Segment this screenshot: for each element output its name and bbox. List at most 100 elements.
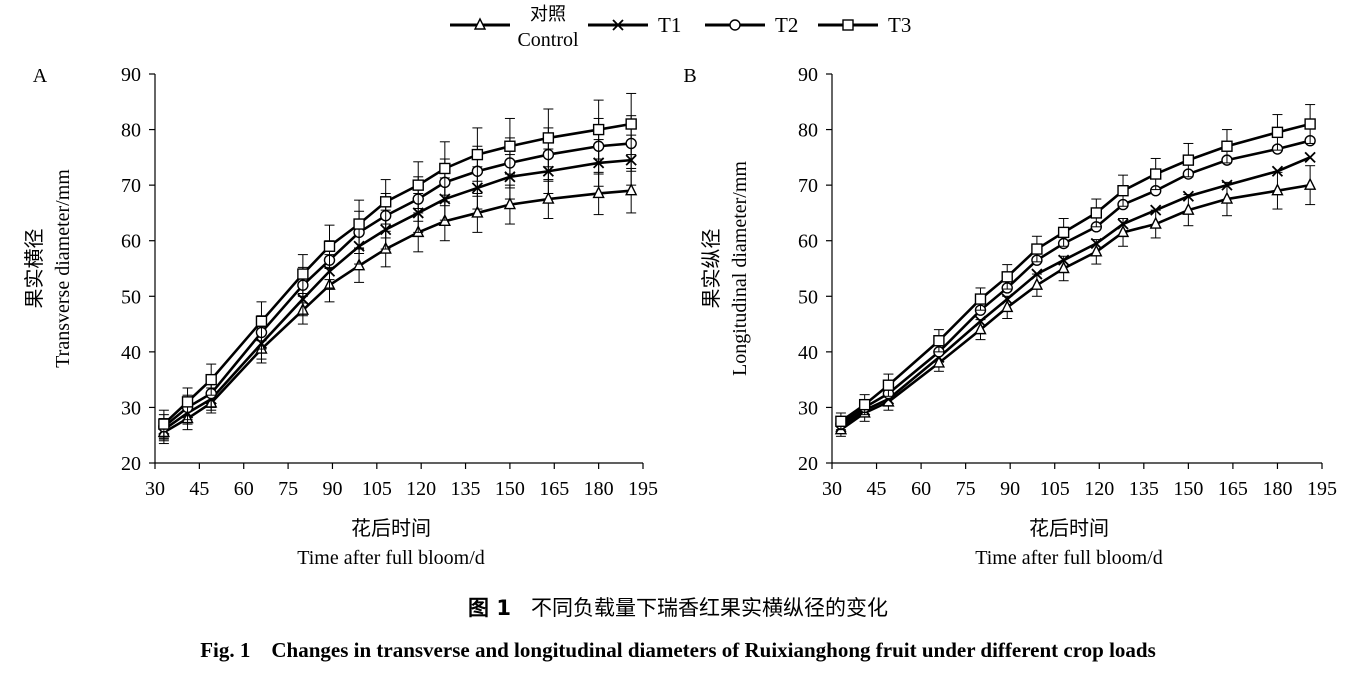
- x-tick-label: 165: [1218, 478, 1248, 500]
- x-tick-label: 30: [822, 478, 842, 500]
- series-square: [158, 92, 637, 439]
- y-tick-label: 70: [798, 175, 818, 197]
- data-point: [542, 132, 555, 144]
- y-tick-label: 80: [798, 120, 818, 142]
- data-point: [1271, 126, 1284, 139]
- data-point: [1031, 243, 1043, 255]
- x-tick-label: 135: [1129, 478, 1159, 500]
- series-triangle: [834, 165, 1317, 437]
- y-tick-label: 30: [798, 397, 818, 419]
- x-tick-label: 75: [956, 478, 976, 500]
- data-point: [1001, 293, 1013, 305]
- legend-label: T2: [775, 13, 798, 37]
- data-point: [504, 140, 516, 152]
- data-point: [1030, 277, 1044, 290]
- caption-cn-text: 不同负载量下瑞香红果实横纵径的变化: [530, 596, 888, 620]
- x-tick-label: 180: [1262, 478, 1292, 500]
- y-tick-label: 60: [798, 231, 818, 253]
- y-tick-label: 70: [121, 175, 141, 197]
- series-square: [835, 104, 1316, 431]
- x-tick-label: 75: [278, 478, 298, 500]
- x-tick-label: 45: [867, 478, 887, 500]
- data-point: [1271, 183, 1284, 196]
- data-point: [1271, 165, 1284, 177]
- x-tick-label: 60: [234, 478, 254, 500]
- x-axis-label-en: Time after full bloom/d: [975, 547, 1163, 569]
- y-tick-label: 40: [798, 342, 818, 364]
- legend-item-3: [705, 19, 765, 31]
- data-point: [1303, 177, 1317, 190]
- data-point: [255, 315, 268, 327]
- data-point: [542, 191, 555, 204]
- data-point: [1057, 226, 1070, 239]
- data-point: [974, 293, 987, 305]
- y-tick-label: 50: [121, 286, 141, 308]
- data-point: [1001, 271, 1013, 283]
- series-line: [840, 183, 1311, 431]
- x-axis-label-en: Time after full bloom/d: [297, 547, 485, 569]
- data-point: [1304, 118, 1316, 130]
- x-tick-label: 90: [322, 478, 342, 500]
- legend-marker-square: [842, 19, 854, 31]
- series-line: [163, 158, 632, 431]
- y-axis-label: 果实横径 Transverse diameter/mm: [22, 169, 74, 368]
- x-axis-label-cn: 花后时间: [351, 516, 431, 540]
- data-point: [1057, 260, 1070, 274]
- series-line: [163, 142, 632, 428]
- legend-marker-cross: [612, 19, 624, 31]
- series-cross: [835, 151, 1316, 433]
- x-tick-label: 30: [145, 478, 165, 500]
- y-tick-label: 30: [121, 397, 141, 419]
- data-point: [158, 418, 170, 430]
- x-tick-label: 135: [451, 478, 481, 500]
- legend-item-2: [588, 19, 648, 31]
- series-line: [163, 189, 632, 434]
- data-point: [471, 205, 484, 218]
- data-point: [592, 185, 605, 199]
- y-tick-label: 50: [798, 286, 818, 308]
- data-point: [625, 118, 637, 130]
- data-point: [1220, 191, 1234, 204]
- chart-svg: 对照 Control T1 T2 T3 果实横径 Transverse diameter/m…: [22, 4, 1337, 569]
- caption-cn-prefix: 图 1: [468, 596, 511, 620]
- data-point: [379, 196, 392, 208]
- data-point: [1149, 168, 1162, 180]
- x-tick-label: 90: [1000, 478, 1020, 500]
- data-point: [1150, 204, 1162, 216]
- data-point: [297, 268, 309, 280]
- panel-letter: B: [683, 65, 696, 87]
- series-line: [840, 122, 1311, 423]
- series-circle: [158, 115, 637, 440]
- x-tick-label: 120: [406, 478, 436, 500]
- data-point: [1031, 268, 1043, 280]
- data-point: [974, 322, 987, 335]
- y-tick-label: 90: [798, 64, 818, 86]
- legend-label-en: Control: [517, 29, 579, 51]
- y-axis-label-en: Longitudinal diameter/mm: [729, 161, 751, 376]
- legend-label: T1: [658, 13, 681, 37]
- panel-A: 果实横径 Transverse diameter/mm: [22, 73, 644, 469]
- data-point: [323, 240, 336, 252]
- data-point: [503, 197, 517, 210]
- data-point: [625, 183, 638, 196]
- data-point: [1117, 184, 1129, 197]
- data-point: [1182, 154, 1195, 166]
- x-tick-label: 105: [1040, 478, 1070, 500]
- data-point: [1090, 244, 1103, 257]
- data-point: [1182, 190, 1194, 202]
- panel-B: 果实纵径 Longitudinal diameter/mm: [699, 73, 1323, 469]
- data-point: [1117, 218, 1129, 230]
- x-axis-label-cn: 花后时间: [1029, 516, 1109, 540]
- x-tick-label: 150: [1173, 478, 1203, 500]
- data-point: [1001, 299, 1014, 313]
- x-tick-label: 195: [628, 478, 658, 500]
- x-tick-label: 195: [1307, 478, 1337, 500]
- x-tick-label: 105: [362, 478, 392, 500]
- y-axis-label-en: Transverse diameter/mm: [52, 169, 74, 368]
- figure-caption-cn: 图 1 不同负载量下瑞香红果实横纵径的变化: [0, 592, 1356, 622]
- data-point: [1221, 140, 1233, 152]
- data-point: [439, 162, 451, 175]
- y-tick-label: 40: [121, 342, 141, 364]
- data-point: [181, 396, 194, 408]
